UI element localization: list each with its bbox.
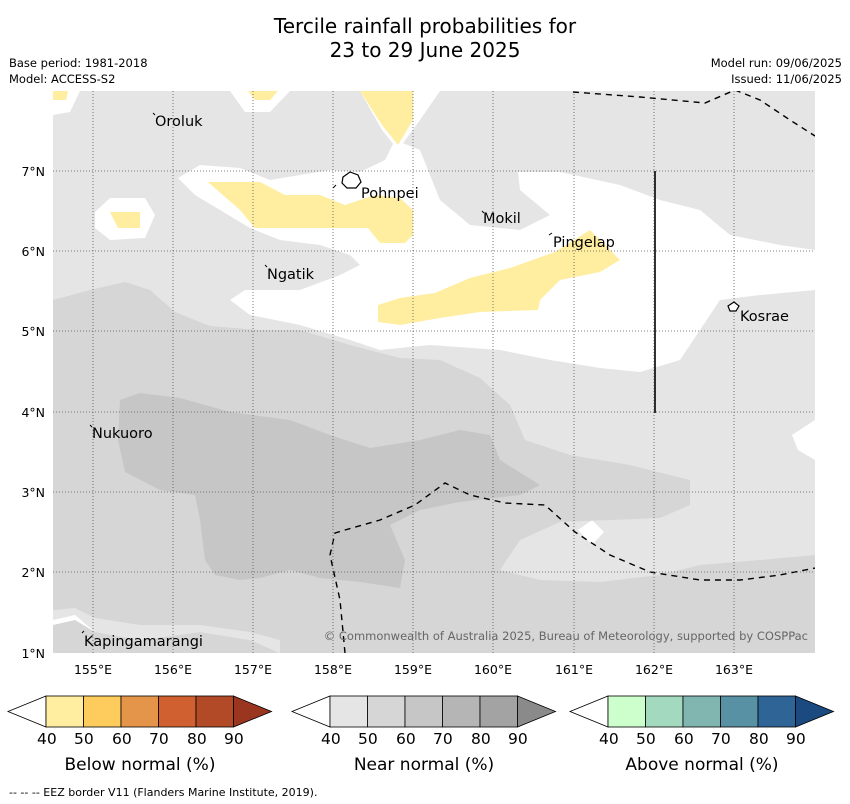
- near-normal-colorbar-high-arrow: [517, 695, 557, 728]
- meta-left: Base period: 1981-2018 Model: ACCESS-S2: [9, 55, 148, 87]
- meta-right: Model run: 09/06/2025 Issued: 11/06/2025: [711, 55, 842, 87]
- island-marks: [81, 112, 553, 634]
- place-label-pohnpei: Pohnpei: [361, 186, 419, 202]
- near-normal-colorbar-segment: [479, 695, 518, 728]
- lon-label-157e: 157°E: [234, 662, 272, 677]
- near-normal-colorbar-low-arrow: [290, 695, 331, 728]
- near-tick-40: 40: [321, 730, 341, 748]
- neutral-region-east-coast: [792, 420, 815, 460]
- near-normal-colorbar-segment: [367, 695, 406, 728]
- below-tick-70: 70: [149, 730, 169, 748]
- eez-footnote: -- -- -- EEZ border V11 (Flanders Marine…: [9, 786, 318, 799]
- model-run: Model run: 09/06/2025: [710, 56, 842, 70]
- below-normal-colorbar-segment: [45, 695, 84, 728]
- above-tick-50: 50: [636, 730, 656, 748]
- place-label-kapingamarangi: Kapingamarangi: [84, 634, 203, 650]
- lon-label-158e: 158°E: [314, 662, 352, 677]
- place-label-kosrae: Kosrae: [740, 309, 789, 325]
- above-normal-colorbar-segment: [720, 695, 759, 728]
- below-tick-80: 80: [187, 730, 207, 748]
- below-normal-colorbar-segment: [120, 695, 159, 728]
- below-normal-northwest-patch: [53, 91, 68, 100]
- below-tick-60: 60: [112, 730, 132, 748]
- below-tick-40: 40: [37, 730, 57, 748]
- lat-label-6n: 6°N: [21, 244, 45, 259]
- title-line-1: Tercile rainfall probabilities for: [273, 14, 577, 38]
- copyright-notice: © Commonwealth of Australia 2025, Bureau…: [324, 629, 808, 643]
- above-tick-40: 40: [599, 730, 619, 748]
- eez-borders: [329, 91, 815, 653]
- near-tick-90: 90: [508, 730, 528, 748]
- below-normal-label: Below normal (%): [64, 755, 216, 775]
- above-normal-colorbar-segment: [645, 695, 684, 728]
- ant-atoll-mark: [332, 184, 337, 189]
- lat-label-4n: 4°N: [21, 405, 45, 420]
- map-plot-area: [53, 91, 815, 653]
- below-normal-west-patch: [110, 212, 140, 228]
- above-normal-label: Above normal (%): [625, 755, 779, 775]
- near-tick-50: 50: [358, 730, 378, 748]
- pohnpei-island-shape: [341, 171, 362, 189]
- above-normal-colorbar-low-arrow: [568, 695, 609, 728]
- above-tick-90: 90: [786, 730, 806, 748]
- below-tick-90: 90: [224, 730, 244, 748]
- near-normal-colorbar-segment: [329, 695, 368, 728]
- above-tick-60: 60: [674, 730, 694, 748]
- model-name: Model: ACCESS-S2: [9, 72, 116, 86]
- near-tick-80: 80: [471, 730, 491, 748]
- base-period: Base period: 1981-2018: [9, 56, 148, 70]
- graticule: [53, 91, 815, 653]
- above-tick-80: 80: [749, 730, 769, 748]
- near-normal-colorbar-segment: [404, 695, 443, 728]
- below-normal-north-band: [360, 91, 413, 145]
- above-normal-colorbar-segment: [607, 695, 646, 728]
- below-normal-colorbar-segment: [83, 695, 122, 728]
- lon-label-159e: 159°E: [394, 662, 432, 677]
- eez-border-south: [329, 482, 815, 653]
- below-tick-50: 50: [74, 730, 94, 748]
- below-normal-colorbar-segment: [195, 695, 234, 728]
- lon-label-155e: 155°E: [74, 662, 112, 677]
- above-normal-colorbar-segment: [757, 695, 796, 728]
- lat-label-7n: 7°N: [21, 164, 45, 179]
- lon-label-162e: 162°E: [635, 662, 673, 677]
- place-label-oroluk: Oroluk: [155, 114, 203, 130]
- near-normal-60-70-region: [118, 393, 540, 588]
- place-label-pingelap: Pingelap: [553, 235, 615, 251]
- below-normal-north-patch: [248, 91, 278, 100]
- lat-label-2n: 2°N: [21, 565, 45, 580]
- neutral-patch-north: [230, 91, 290, 112]
- kosrae-island-shape: [727, 301, 740, 312]
- eez-border-east-north: [572, 91, 815, 137]
- lon-label-163e: 163°E: [715, 662, 753, 677]
- near-tick-70: 70: [433, 730, 453, 748]
- lat-label-3n: 3°N: [21, 485, 45, 500]
- above-tick-70: 70: [711, 730, 731, 748]
- below-normal-colorbar-segment: [158, 695, 197, 728]
- near-normal-label: Near normal (%): [353, 755, 495, 775]
- place-label-nukuoro: Nukuoro: [92, 426, 153, 442]
- above-normal-colorbar-segment: [682, 695, 721, 728]
- near-tick-60: 60: [396, 730, 416, 748]
- place-label-ngatik: Ngatik: [267, 267, 315, 283]
- lon-label-156e: 156°E: [154, 662, 192, 677]
- below-normal-colorbar-low-arrow: [6, 695, 47, 728]
- below-normal-colorbar-high-arrow: [233, 695, 273, 728]
- place-label-mokil: Mokil: [483, 211, 521, 227]
- lat-label-5n: 5°N: [21, 324, 45, 339]
- issued-date: Issued: 11/06/2025: [731, 72, 842, 86]
- neutral-patch-south: [578, 520, 604, 545]
- near-normal-colorbar-segment: [442, 695, 481, 728]
- title-line-2: 23 to 29 June 2025: [329, 38, 521, 62]
- below-normal-pohnpei-band: [208, 182, 413, 243]
- lon-label-160e: 160°E: [474, 662, 512, 677]
- above-normal-colorbar-high-arrow: [795, 695, 835, 728]
- lon-label-161e: 161°E: [555, 662, 593, 677]
- lat-label-1n: 1°N: [21, 646, 45, 661]
- below-normal-pingelap-band: [378, 230, 620, 325]
- colorbars: [6, 695, 835, 728]
